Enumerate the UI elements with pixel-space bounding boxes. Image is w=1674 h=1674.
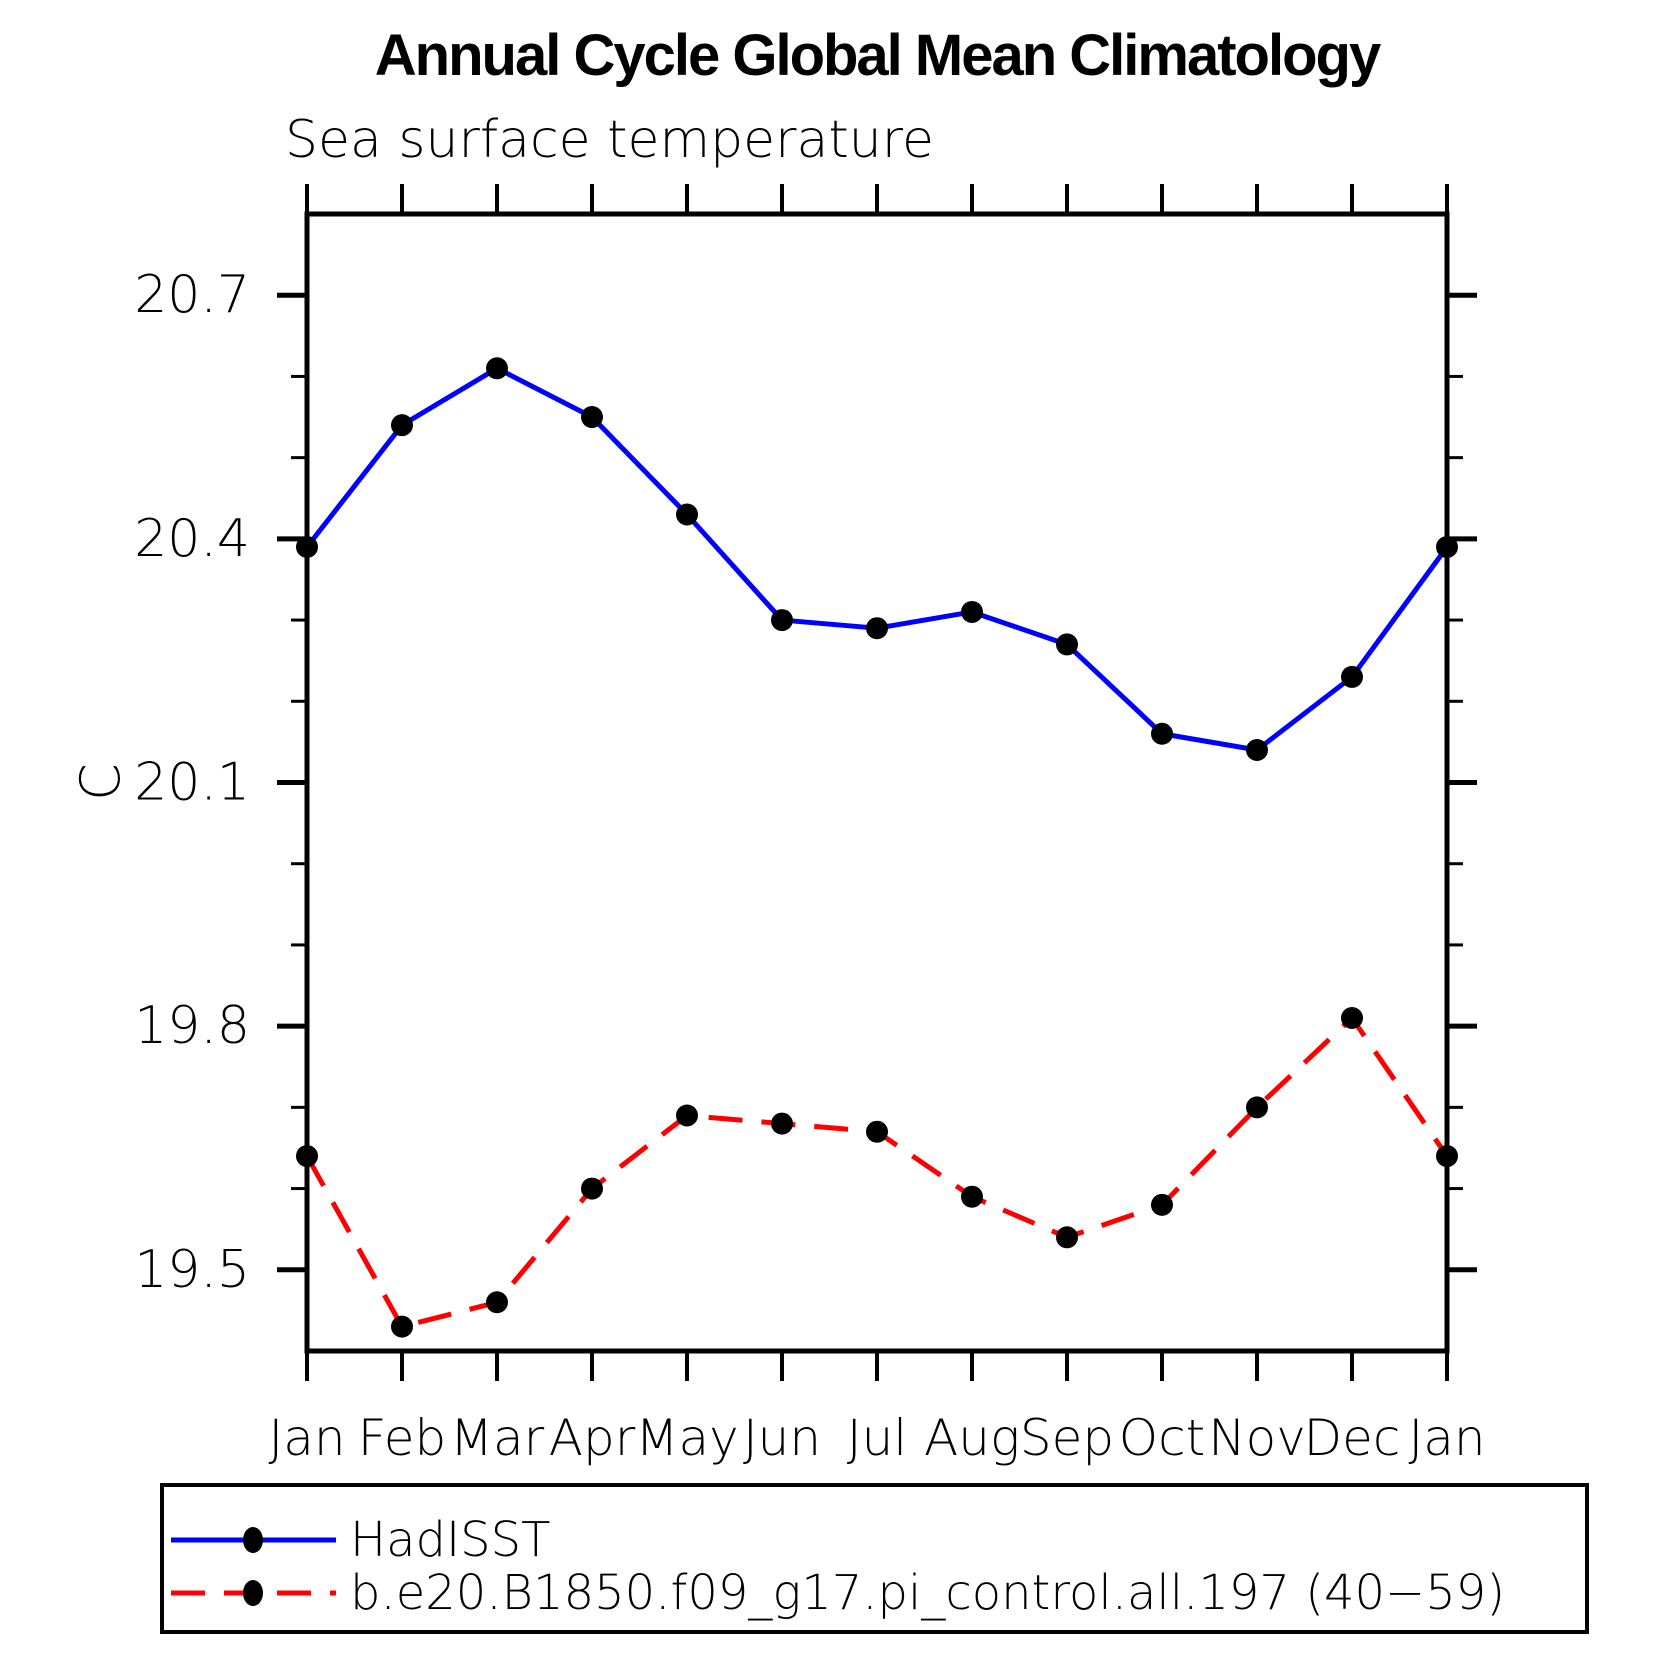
series-line-b-e20-b1850-f09-g17-pi-control-all-197-40-59- bbox=[304, 1015, 1450, 1330]
data-point-marker bbox=[296, 1145, 318, 1168]
data-point-marker bbox=[486, 357, 508, 380]
y-tick-label: 20.7 bbox=[134, 265, 250, 325]
data-point-marker bbox=[296, 535, 318, 558]
legend-label-model: b.e20.B1850.f09_g17.pi_control.all.197 (… bbox=[350, 1565, 1506, 1621]
data-point-marker bbox=[1246, 739, 1268, 762]
x-tick-label: Jul bbox=[847, 1409, 907, 1467]
data-point-marker bbox=[391, 414, 413, 437]
y-tick-label: 20.4 bbox=[134, 509, 250, 569]
data-point-marker bbox=[581, 1177, 603, 1200]
legend-entry-hadisst: HadISST bbox=[171, 1512, 551, 1568]
data-point-marker bbox=[676, 1104, 698, 1127]
x-tick-label: Mar bbox=[450, 1409, 545, 1467]
chart-title: Annual Cycle Global Mean Climatology bbox=[374, 23, 1381, 88]
data-point-marker bbox=[1151, 1193, 1173, 1216]
y-tick-label: 19.8 bbox=[134, 996, 250, 1056]
x-tick-label: Apr bbox=[549, 1409, 636, 1467]
chart-subtitle: Sea surface temperature bbox=[285, 110, 934, 170]
legend-label-hadisst: HadISST bbox=[350, 1512, 551, 1568]
data-point-marker bbox=[1056, 1226, 1078, 1249]
x-tick-label: Sep bbox=[1020, 1409, 1114, 1467]
legend-entry-model: b.e20.B1850.f09_g17.pi_control.all.197 (… bbox=[171, 1565, 1506, 1621]
data-point-marker bbox=[866, 1120, 888, 1143]
data-point-marker bbox=[1341, 1007, 1363, 1030]
axes-frame bbox=[304, 211, 1450, 1354]
data-point-marker bbox=[676, 503, 698, 526]
data-point-marker bbox=[771, 609, 793, 632]
y-tick-label: 20.1 bbox=[134, 753, 250, 813]
legend-marker-icon bbox=[243, 1527, 263, 1553]
data-point-marker bbox=[391, 1315, 413, 1338]
legend-swatch-dashed-red-line bbox=[171, 1580, 336, 1606]
data-point-marker bbox=[1341, 665, 1363, 688]
legend-box: HadISST b.e20.B1850.f09_g17.pi_control.a… bbox=[160, 1483, 1589, 1634]
legend-marker-icon bbox=[243, 1580, 263, 1606]
x-tick-label: Jan bbox=[1408, 1409, 1485, 1467]
data-point-marker bbox=[1056, 633, 1078, 656]
x-tick-label: Jan bbox=[268, 1409, 345, 1467]
data-point-marker bbox=[486, 1291, 508, 1314]
x-tick-label: Nov bbox=[1208, 1409, 1306, 1467]
data-point-marker bbox=[866, 617, 888, 640]
x-tick-label: Dec bbox=[1304, 1409, 1401, 1467]
data-point-marker bbox=[961, 600, 983, 623]
data-point-marker bbox=[1246, 1096, 1268, 1119]
data-point-marker bbox=[771, 1112, 793, 1135]
series-line-hadisst bbox=[305, 365, 1450, 753]
x-tick-label: Aug bbox=[924, 1409, 1020, 1467]
x-tick-label: Feb bbox=[358, 1409, 447, 1467]
data-point-marker bbox=[1436, 535, 1458, 558]
data-point-marker bbox=[961, 1185, 983, 1208]
y-tick-label: 19.5 bbox=[134, 1240, 250, 1300]
x-tick-label: Jun bbox=[743, 1409, 821, 1467]
legend-swatch-solid-blue-line bbox=[171, 1527, 336, 1553]
data-point-marker bbox=[581, 406, 603, 429]
data-point-marker bbox=[1151, 722, 1173, 745]
x-tick-label: Oct bbox=[1119, 1409, 1205, 1467]
x-tick-label: May bbox=[635, 1409, 738, 1467]
data-point-marker bbox=[1436, 1145, 1458, 1168]
